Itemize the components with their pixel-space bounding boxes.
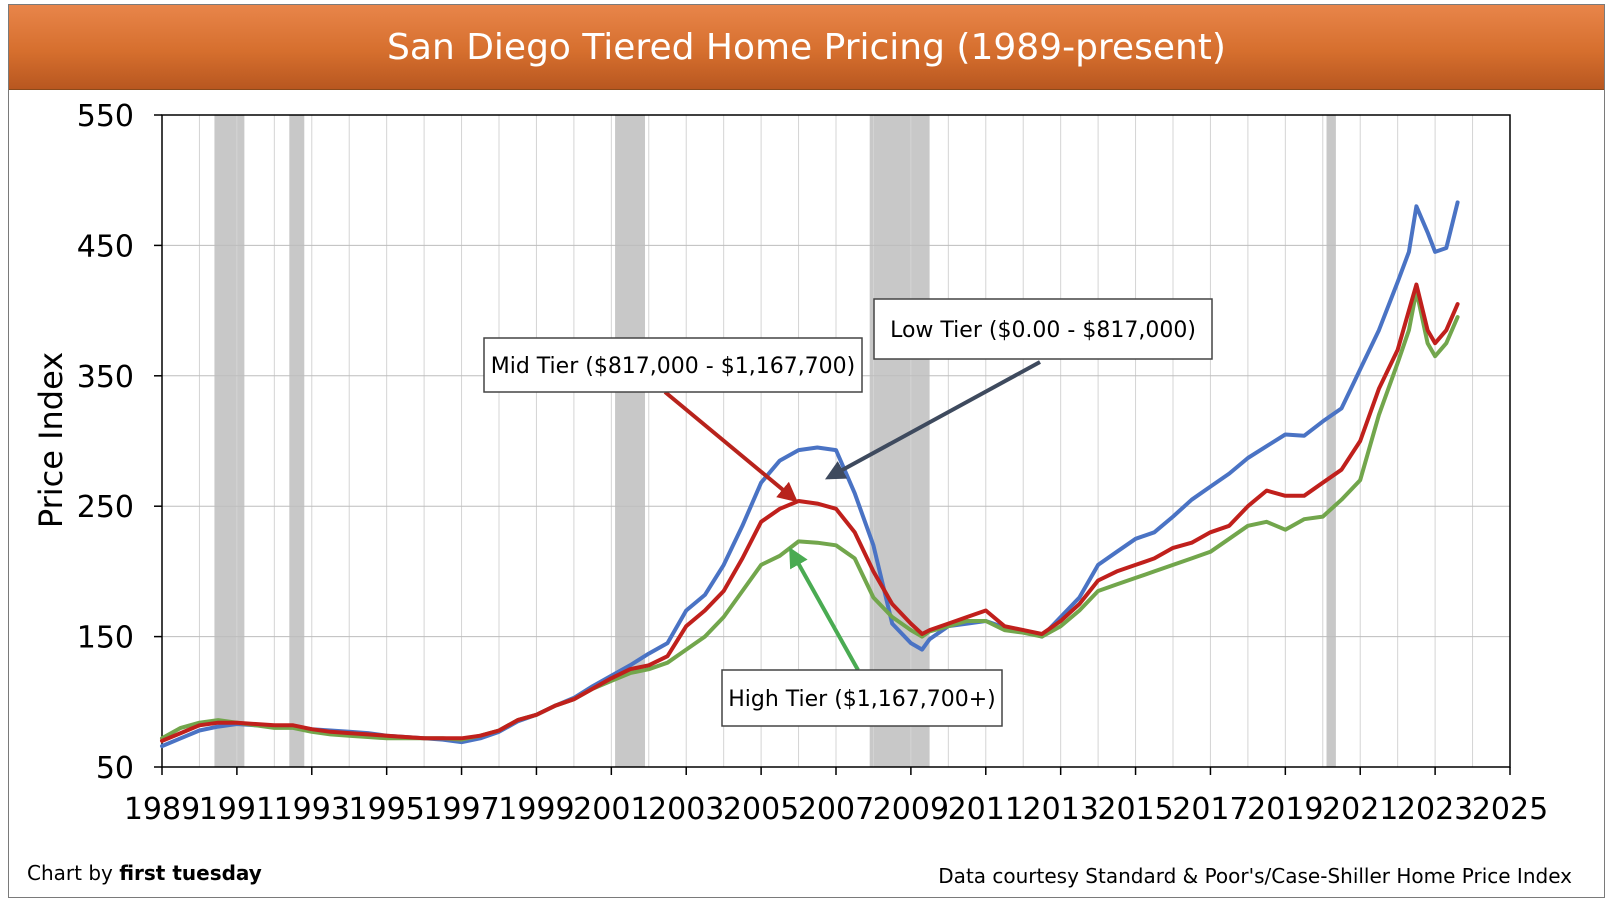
x-tick-label: 2009 xyxy=(873,792,949,827)
series-line-1 xyxy=(160,282,1460,743)
y-tick-label: 550 xyxy=(77,99,134,134)
y-tick-label: 50 xyxy=(96,751,134,786)
series-line-0 xyxy=(160,200,1460,749)
y-tick-label: 150 xyxy=(77,621,134,656)
y-tick-label: 450 xyxy=(77,229,134,264)
callout-arrow-0 xyxy=(663,390,798,503)
callout-box-2 xyxy=(721,669,1003,727)
series-line-2 xyxy=(160,289,1460,742)
recession-band-3 xyxy=(869,115,930,767)
x-tick-label: 2019 xyxy=(1247,792,1323,827)
title-bar: San Diego Tiered Home Pricing (1989-pres… xyxy=(9,5,1604,90)
y-axis-label: Price Index xyxy=(32,352,70,528)
x-tick-label: 2011 xyxy=(948,792,1024,827)
x-tick-label: 1993 xyxy=(274,792,350,827)
gridlines xyxy=(162,115,1510,767)
credit-name: first tuesday xyxy=(119,861,262,885)
x-tick-label: 2021 xyxy=(1322,792,1398,827)
x-tick-label: 1997 xyxy=(423,792,499,827)
callout-arrow-1 xyxy=(825,360,1041,480)
x-tick-label: 1991 xyxy=(199,792,275,827)
callout-label-0: Mid Tier ($817,000 - $1,167,700) xyxy=(491,354,856,379)
x-tick-label: 1999 xyxy=(498,792,574,827)
x-tick-label: 1995 xyxy=(348,792,424,827)
chart-credit: Chart by first tuesday xyxy=(27,861,262,885)
x-tick-label: 2017 xyxy=(1172,792,1248,827)
x-tick-label: 2001 xyxy=(573,792,649,827)
callout-box-1 xyxy=(873,298,1213,360)
data-source: Data courtesy Standard & Poor's/Case-Shi… xyxy=(938,864,1572,888)
recession-band-1 xyxy=(289,115,305,767)
credit-prefix: Chart by xyxy=(27,861,120,885)
x-tick-label: 2003 xyxy=(648,792,724,827)
recession-band-0 xyxy=(214,115,245,767)
callout-label-1: Low Tier ($0.00 - $817,000) xyxy=(890,318,1196,343)
y-tick-label: 250 xyxy=(77,490,134,525)
recession-bands xyxy=(214,115,1336,767)
recession-band-4 xyxy=(1326,115,1336,767)
callout-label-2: High Tier ($1,167,700+) xyxy=(728,687,996,712)
chart-title: San Diego Tiered Home Pricing (1989-pres… xyxy=(387,26,1226,68)
axes: 1989199119931995199719992001200320052007… xyxy=(77,99,1548,827)
x-tick-label: 2015 xyxy=(1097,792,1173,827)
x-tick-label: 2005 xyxy=(723,792,799,827)
series-lines xyxy=(160,200,1460,749)
x-tick-label: 2025 xyxy=(1472,792,1548,827)
x-tick-label: 2013 xyxy=(1022,792,1098,827)
callout-box-0 xyxy=(483,337,863,393)
callouts: Mid Tier ($817,000 - $1,167,700) Low Tier… xyxy=(483,298,1213,727)
x-tick-label: 1989 xyxy=(124,792,200,827)
x-tick-label: 2023 xyxy=(1397,792,1473,827)
x-tick-label: 2007 xyxy=(798,792,874,827)
callout-arrow-2 xyxy=(789,547,860,671)
y-tick-label: 350 xyxy=(77,360,134,395)
